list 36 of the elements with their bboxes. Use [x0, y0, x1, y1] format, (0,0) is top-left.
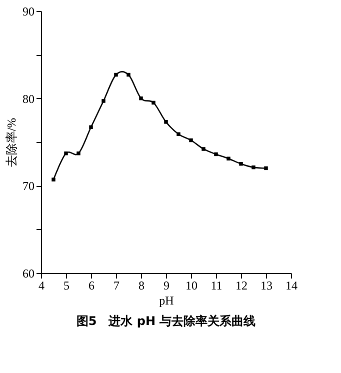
point: [102, 99, 106, 103]
point: [114, 72, 118, 77]
x-tick-label: 11: [210, 278, 222, 292]
x-axis-title: pH: [159, 294, 174, 308]
x-tick-label: 8: [138, 278, 144, 292]
y-tick-label: 70: [22, 179, 34, 194]
point: [202, 147, 206, 151]
x-tick-label: 10: [186, 278, 198, 292]
point: [214, 152, 218, 156]
point: [226, 156, 230, 160]
point: [64, 151, 68, 156]
y-tick-label: 90: [22, 4, 34, 18]
y-axis-title: 去除率/%: [4, 118, 18, 168]
x-tick-label: 7: [114, 278, 120, 292]
point: [239, 162, 243, 166]
point: [152, 100, 156, 105]
point: [89, 125, 93, 130]
point: [139, 96, 143, 100]
point: [76, 151, 80, 156]
x-tick-label: 14: [286, 278, 298, 292]
x-tick-label: 12: [236, 278, 248, 292]
y-tick-label: 80: [22, 92, 34, 106]
y-tick-label: 60: [22, 266, 34, 280]
x-tick-label: 6: [88, 278, 94, 292]
x-tick-label: 5: [64, 278, 70, 292]
x-tick-label: 9: [164, 278, 170, 292]
point: [252, 165, 256, 170]
point: [264, 166, 268, 170]
point: [164, 120, 168, 124]
point: [189, 138, 193, 142]
point: [52, 178, 56, 182]
x-tick-label: 13: [260, 278, 272, 292]
point: [176, 132, 180, 136]
text: 图5 进水 pH 与去除率关系曲线: [76, 314, 256, 328]
point: [126, 72, 130, 77]
x-tick-label: 4: [38, 278, 44, 292]
